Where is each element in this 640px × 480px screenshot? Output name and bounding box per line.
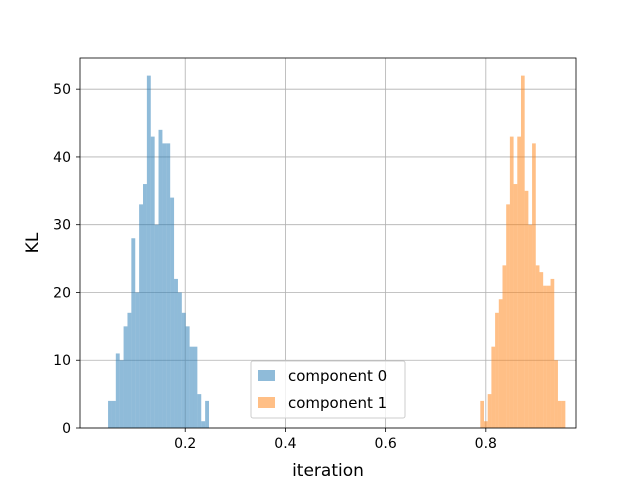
bar-component-0 bbox=[158, 129, 163, 429]
bar-component-0 bbox=[131, 238, 136, 428]
bar-component-1 bbox=[502, 265, 507, 428]
bar-component-0 bbox=[139, 204, 144, 428]
bar-component-0 bbox=[135, 292, 140, 428]
bar-component-0 bbox=[193, 346, 198, 428]
bar-component-0 bbox=[181, 312, 186, 428]
y-tick-label: 10 bbox=[53, 353, 71, 369]
y-tick-label: 40 bbox=[53, 150, 71, 166]
bar-component-0 bbox=[154, 224, 159, 428]
bar-component-1 bbox=[546, 285, 551, 428]
bar-component-0 bbox=[197, 394, 202, 428]
legend-label-component-0: component 0 bbox=[288, 367, 387, 385]
x-tick-label: 0.2 bbox=[174, 436, 196, 452]
bar-component-0 bbox=[146, 75, 151, 428]
legend: component 0 component 1 bbox=[250, 360, 406, 419]
legend-swatch-component-0 bbox=[258, 370, 275, 381]
y-tick-label: 50 bbox=[53, 82, 71, 98]
x-tick-label: 0.4 bbox=[274, 436, 296, 452]
plot-frame bbox=[79, 57, 577, 429]
bar-component-0 bbox=[201, 421, 206, 428]
bar-component-1 bbox=[487, 394, 492, 428]
histogram-bars bbox=[108, 75, 566, 429]
bar-component-0 bbox=[174, 278, 178, 428]
bar-component-0 bbox=[185, 326, 190, 428]
bar-component-1 bbox=[480, 400, 485, 428]
bar-component-1 bbox=[543, 285, 547, 428]
bar-component-0 bbox=[108, 400, 112, 428]
x-tick-label: 0.6 bbox=[374, 436, 396, 452]
bar-component-1 bbox=[550, 278, 555, 428]
bar-component-0 bbox=[115, 353, 120, 428]
bar-component-1 bbox=[517, 136, 521, 428]
bar-component-1 bbox=[495, 312, 499, 428]
y-tick-label: 30 bbox=[53, 218, 71, 234]
bar-component-0 bbox=[150, 136, 155, 428]
bar-component-1 bbox=[509, 136, 514, 428]
bar-component-1 bbox=[539, 272, 544, 428]
x-axis-label: iteration bbox=[292, 461, 364, 480]
bar-component-0 bbox=[205, 400, 210, 428]
bar-component-0 bbox=[119, 360, 124, 428]
bar-component-1 bbox=[520, 75, 525, 428]
bar-component-0 bbox=[189, 346, 194, 428]
bar-component-0 bbox=[170, 197, 175, 428]
bar-component-1 bbox=[528, 224, 533, 428]
y-axis-label: KL bbox=[23, 232, 43, 253]
bar-component-1 bbox=[561, 400, 566, 428]
bar-component-1 bbox=[535, 265, 540, 428]
bar-component-0 bbox=[162, 143, 167, 428]
bar-component-0 bbox=[127, 312, 132, 428]
bar-component-1 bbox=[498, 299, 503, 428]
bar-component-1 bbox=[557, 400, 562, 428]
y-tick-label: 0 bbox=[62, 421, 71, 437]
bar-component-1 bbox=[484, 421, 488, 428]
bar-component-1 bbox=[554, 360, 558, 428]
bar-component-1 bbox=[506, 204, 510, 428]
bar-component-0 bbox=[177, 292, 182, 428]
bar-component-1 bbox=[524, 190, 529, 428]
legend-box bbox=[250, 360, 406, 419]
axis-ticks: 0.2 0.4 0.6 0.8 0 10 20 30 40 50 bbox=[53, 82, 497, 452]
bar-component-1 bbox=[491, 346, 496, 428]
bar-component-1 bbox=[513, 184, 518, 428]
x-tick-label: 0.8 bbox=[475, 436, 497, 452]
bar-component-0 bbox=[123, 326, 128, 428]
bar-component-0 bbox=[143, 184, 147, 428]
bar-component-1 bbox=[532, 143, 536, 428]
bar-component-0 bbox=[166, 143, 171, 428]
legend-swatch-component-1 bbox=[258, 397, 275, 408]
y-tick-label: 20 bbox=[53, 285, 71, 301]
bar-component-0 bbox=[111, 400, 116, 428]
legend-label-component-1: component 1 bbox=[288, 394, 387, 412]
